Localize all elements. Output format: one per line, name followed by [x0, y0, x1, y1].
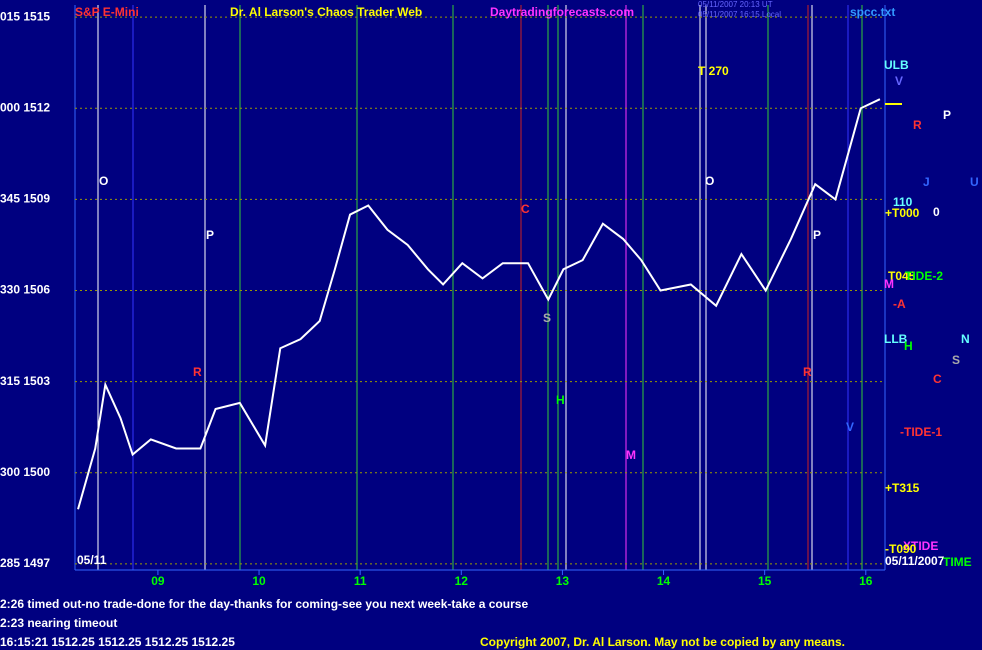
x-tick-label: 14	[657, 574, 671, 588]
annotation: P	[206, 228, 214, 242]
annotation: H	[556, 393, 565, 407]
header: S&P E-Mini Dr. Al Larson's Chaos Trader …	[0, 0, 895, 649]
y-tick-label: 315 1503	[0, 374, 50, 388]
annotation: C	[933, 372, 942, 386]
annotation: H	[904, 339, 913, 353]
annotation: V	[846, 420, 854, 434]
annotation: M	[626, 448, 636, 462]
x-tick-label: 12	[455, 574, 469, 588]
annotation: +T000	[885, 206, 920, 220]
stamp: 05/11/2007 20:13 UT	[698, 0, 773, 9]
message: 2:23 nearing timeout	[0, 616, 117, 630]
x-tick-label: 13	[556, 574, 570, 588]
annotation: R	[193, 365, 202, 379]
message: 2:26 timed out-no trade-done for the day…	[0, 597, 528, 611]
annotation: TIDE-2	[905, 269, 943, 283]
annotation: M	[884, 277, 894, 291]
x-tick-label: 16	[859, 574, 873, 588]
annotation: R	[803, 365, 812, 379]
price-line	[77, 98, 881, 510]
copyright: Copyright 2007, Dr. Al Larson. May not b…	[480, 635, 845, 649]
annotation: -TIDE-1	[900, 425, 942, 439]
annotation: ULB	[884, 58, 909, 72]
annotation: +T315	[885, 481, 920, 495]
x-tick-label: 11	[354, 574, 367, 588]
annotation: J	[923, 175, 930, 189]
annotation: V	[895, 74, 903, 88]
annotation: 110	[893, 195, 913, 209]
chart-title: Dr. Al Larson's Chaos Trader Web	[230, 5, 422, 19]
annotation: -T090	[885, 542, 917, 556]
file-name: spcc.txt	[850, 5, 895, 19]
x-tick-label: 09	[151, 574, 165, 588]
y-tick-label: 285 1497	[0, 556, 50, 570]
site: Daytradingforecasts.com	[490, 5, 634, 19]
annotation: O	[99, 174, 108, 188]
y-tick-label: 015 1515	[0, 9, 50, 23]
annotation: S	[543, 311, 551, 325]
x-tick-label: 10	[252, 574, 266, 588]
annotation: LLB	[884, 332, 908, 346]
y-tick-label: 300 1500	[0, 465, 50, 479]
annotation: S	[952, 353, 960, 367]
annotation: C	[521, 202, 530, 216]
annotation: TIME	[943, 555, 972, 569]
annotation: R	[913, 118, 922, 132]
annotation: P	[943, 108, 951, 122]
annotation: 05/11	[77, 553, 107, 567]
symbol: S&P E-Mini	[75, 5, 139, 19]
y-tick-label: 000 1512	[0, 100, 50, 114]
annotation: N	[961, 332, 970, 346]
annotation: P	[813, 228, 821, 242]
y-tick-label: 345 1509	[0, 192, 50, 206]
annotation: O	[705, 174, 714, 188]
message: 16:15:21 1512.25 1512.25 1512.25 1512.25	[0, 635, 235, 649]
annotation: 05/11/2007	[885, 554, 945, 568]
stamp: 05/11/2007 16:15 Local	[698, 10, 781, 19]
annotation: XTIDE	[903, 539, 938, 553]
x-tick-label: 15	[758, 574, 772, 588]
annotation: T 270	[698, 64, 729, 78]
annotation: T045	[888, 269, 916, 283]
annotation: U	[970, 175, 979, 189]
annotation: -A	[893, 297, 906, 311]
annotation: 0	[933, 205, 940, 219]
y-tick-label: 330 1506	[0, 283, 50, 297]
